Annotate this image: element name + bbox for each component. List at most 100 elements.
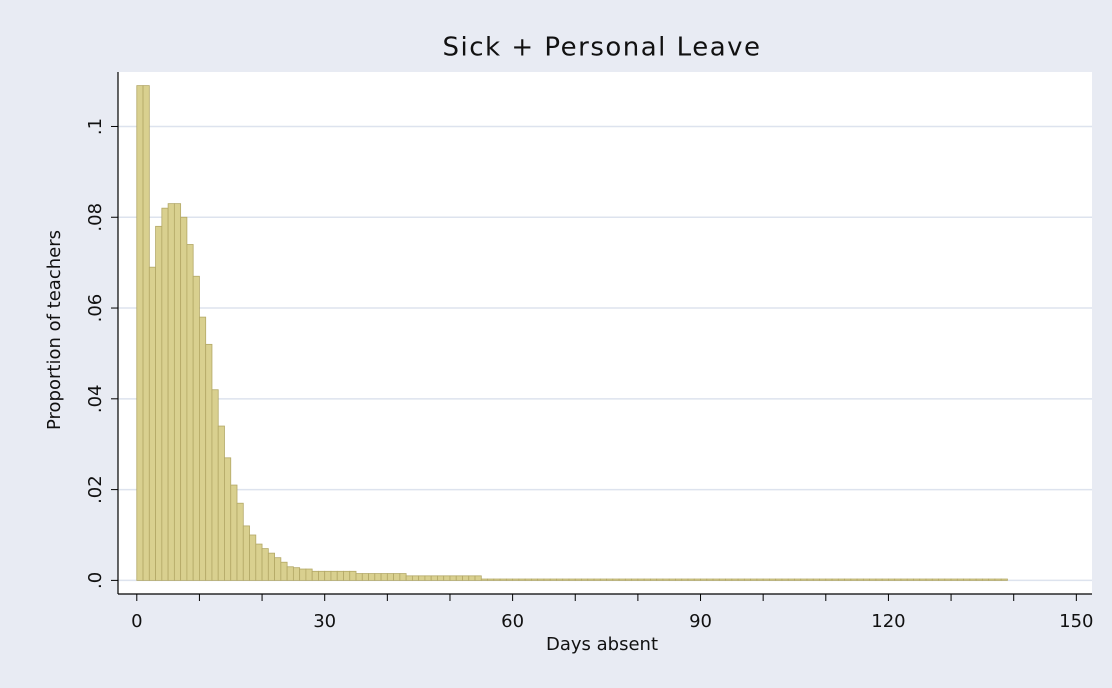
y-tick-label: .0 <box>85 572 106 589</box>
bar <box>913 578 921 581</box>
bar <box>180 216 188 581</box>
y-tick-label: .1 <box>85 118 106 135</box>
bar <box>136 85 144 581</box>
x-tick-label: 90 <box>689 611 712 632</box>
bar <box>975 578 983 581</box>
bar <box>330 570 338 581</box>
bar <box>531 578 539 581</box>
bar <box>956 578 964 581</box>
bar <box>875 578 883 581</box>
bar <box>762 578 770 581</box>
y-tick-label: .02 <box>85 475 106 504</box>
bar <box>449 575 457 581</box>
bar <box>480 578 488 581</box>
bar <box>549 578 557 581</box>
bar <box>888 578 896 581</box>
bar <box>336 570 344 581</box>
bar <box>624 578 633 581</box>
bar <box>518 578 526 581</box>
bar <box>537 578 545 581</box>
bar <box>668 578 676 581</box>
bar <box>837 578 845 581</box>
bar <box>205 343 213 581</box>
bar <box>418 575 426 581</box>
bar <box>706 578 714 581</box>
y-tick-label: .04 <box>85 384 106 413</box>
bar <box>850 578 858 581</box>
bar <box>543 578 551 581</box>
bar <box>280 561 288 581</box>
x-tick-label: 30 <box>313 611 336 632</box>
bar <box>606 578 614 581</box>
y-axis-title: Proportion of teachers <box>44 230 65 430</box>
bar <box>631 578 639 581</box>
bar <box>950 578 958 581</box>
bar <box>274 557 282 581</box>
bar <box>299 568 307 581</box>
x-tick-label: 60 <box>501 611 524 632</box>
bar <box>411 575 420 581</box>
bar <box>894 578 902 581</box>
bar <box>349 570 357 581</box>
bar <box>756 578 764 581</box>
bar <box>493 578 501 581</box>
bar <box>925 578 933 581</box>
bar <box>424 575 432 581</box>
bar <box>963 578 971 581</box>
bar <box>324 570 332 581</box>
bar <box>556 578 564 581</box>
bar <box>318 570 326 581</box>
bar <box>192 275 200 581</box>
bar <box>700 578 708 581</box>
bar <box>286 566 294 581</box>
bar <box>806 578 814 581</box>
bar <box>581 578 589 581</box>
bar <box>731 578 739 581</box>
bar <box>562 578 570 581</box>
bar <box>900 578 908 581</box>
bar <box>981 578 990 581</box>
bar <box>969 578 977 581</box>
bar <box>593 578 601 581</box>
bar <box>217 425 225 581</box>
bar <box>637 578 645 581</box>
bar <box>230 484 238 581</box>
bar <box>155 225 163 581</box>
x-tick-label: 120 <box>871 611 905 632</box>
bar <box>249 534 257 581</box>
bar <box>862 578 871 581</box>
bar <box>173 203 182 581</box>
bar <box>430 575 438 581</box>
bar <box>819 578 827 581</box>
bar <box>844 578 852 581</box>
bar <box>656 578 664 581</box>
bar <box>242 525 250 581</box>
bar <box>368 573 376 581</box>
bar <box>906 578 914 581</box>
bar <box>681 578 689 581</box>
bar <box>675 578 683 581</box>
bar <box>650 578 658 581</box>
bar <box>769 578 777 581</box>
bar <box>750 578 758 581</box>
bar <box>505 578 514 581</box>
bar <box>800 578 808 581</box>
bar <box>1000 578 1008 581</box>
bar <box>856 578 864 581</box>
bar <box>587 578 595 581</box>
bar <box>612 578 620 581</box>
bar <box>386 573 395 581</box>
bar <box>267 552 275 581</box>
bar <box>343 570 351 581</box>
bar <box>712 578 720 581</box>
y-tick-label: .08 <box>85 203 106 232</box>
chart-title: Sick + Personal Leave <box>442 33 761 63</box>
x-axis-title: Days absent <box>546 634 658 655</box>
bar <box>812 578 820 581</box>
bar <box>687 578 695 581</box>
bar <box>944 578 952 581</box>
bar <box>255 543 263 581</box>
bar <box>781 578 789 581</box>
bar <box>919 578 927 581</box>
